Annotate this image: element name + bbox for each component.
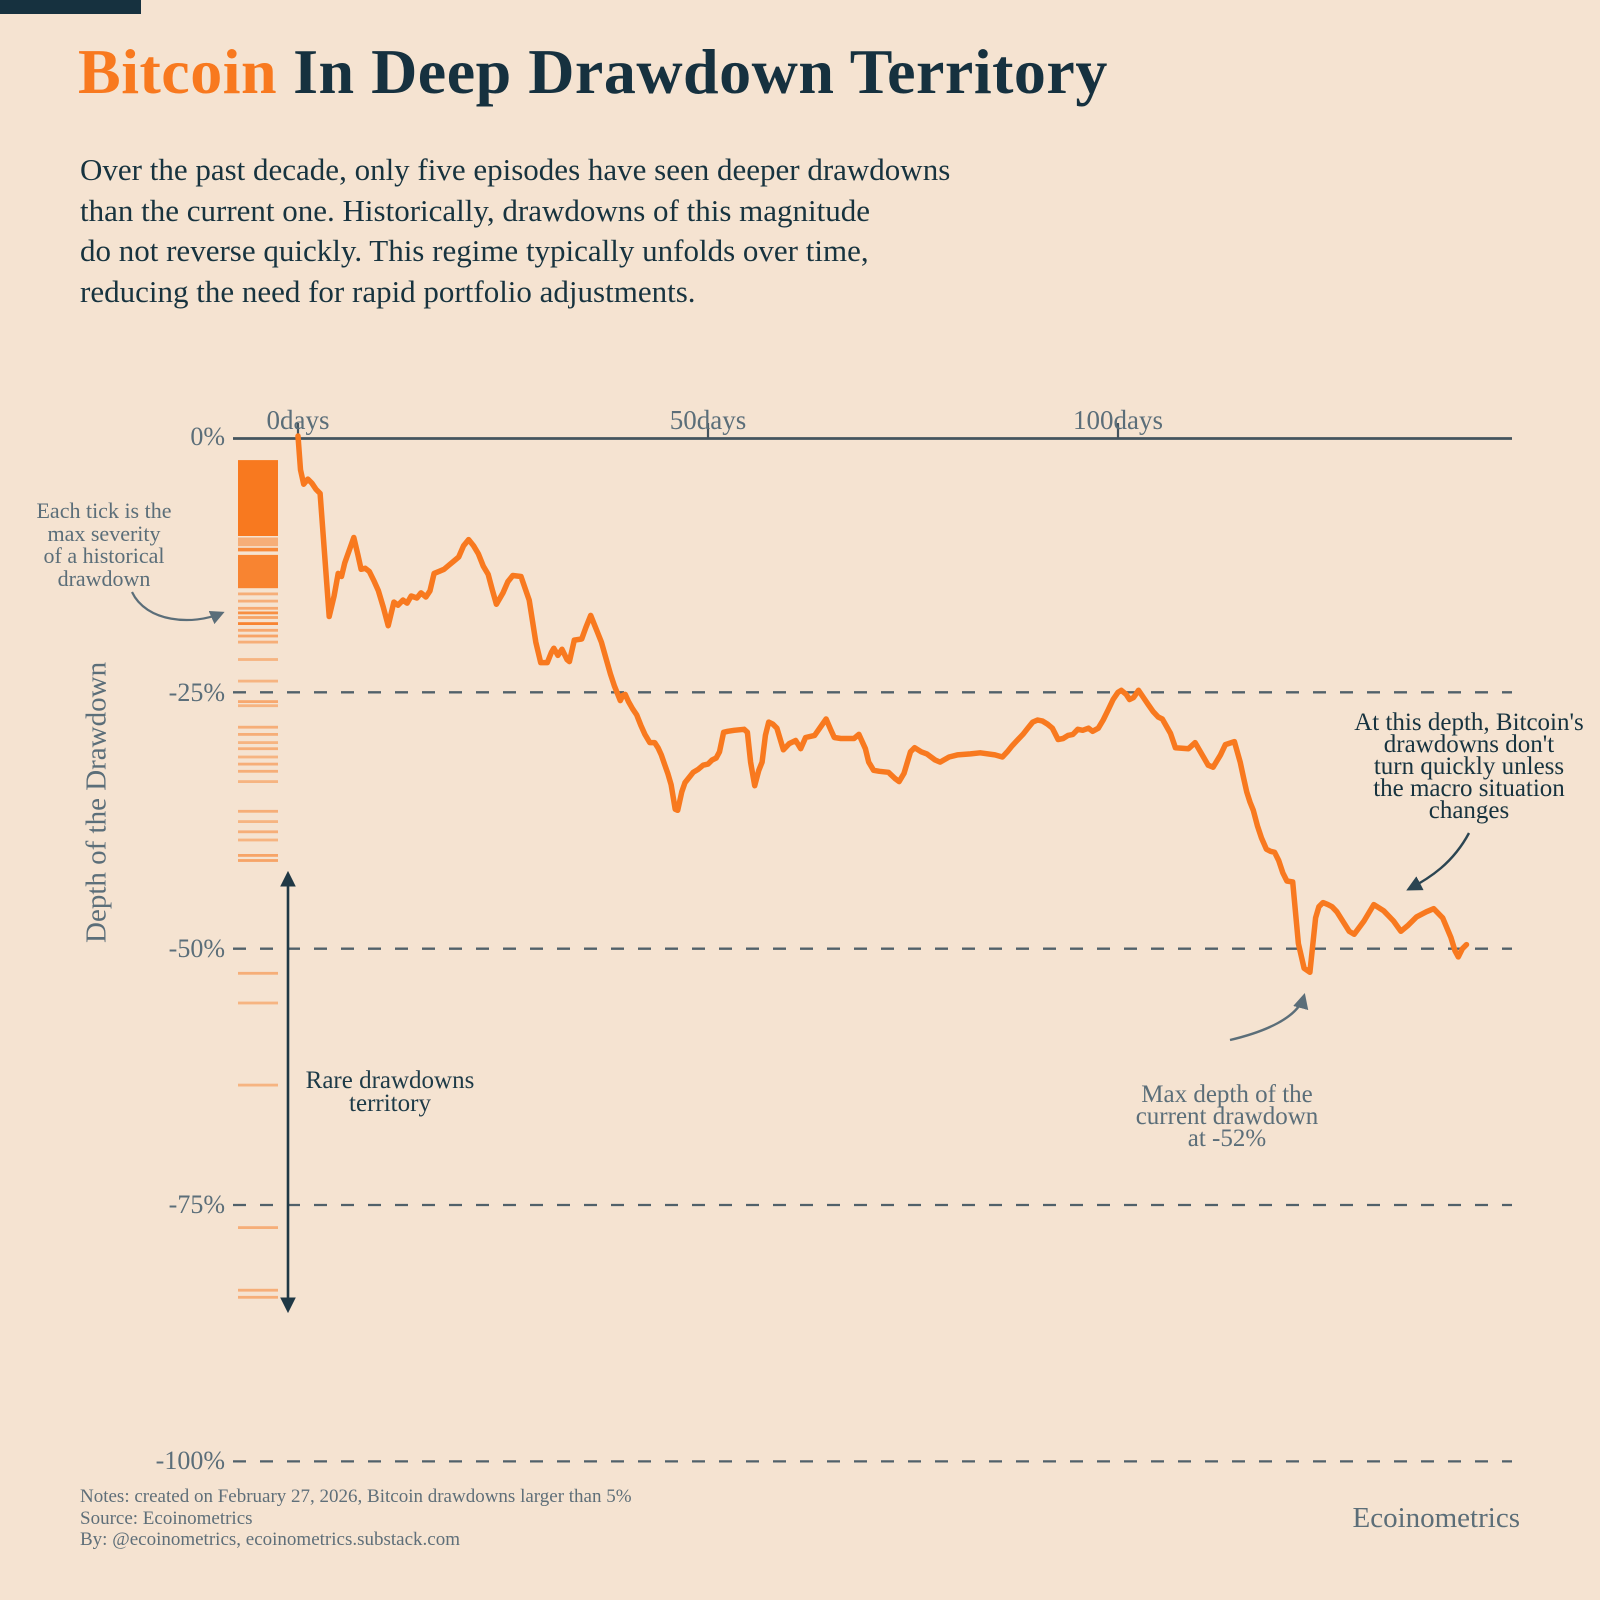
x-tick-label-100days: 100days [1073, 405, 1163, 435]
title-rest: In Deep Drawdown Territory [293, 36, 1108, 107]
y-tick-label-0: 0% [190, 422, 225, 451]
footnotes: Notes: created on February 27, 2026, Bit… [80, 1486, 632, 1551]
rug-tick [238, 755, 278, 759]
footnote-line: By: @ecoinometrics, ecoinometrics.substa… [80, 1529, 460, 1550]
rug-band [238, 537, 278, 547]
rug-band [238, 460, 278, 536]
corner-accent-block [0, 0, 141, 14]
rug-tick [238, 830, 278, 834]
rug-tick [238, 1083, 278, 1087]
subtitle: Over the past decade, only five episodes… [80, 150, 950, 312]
page-title: Bitcoin In Deep Drawdown Territory [78, 36, 1108, 108]
depth-annotation: At this depth, Bitcoin's drawdowns don't… [1354, 709, 1584, 824]
rug-tick [238, 780, 278, 783]
rug-tick [238, 679, 278, 683]
rug-tick [238, 747, 278, 751]
drawdown-line [295, 433, 1470, 976]
rug-band [238, 547, 278, 552]
rug-tick [238, 1295, 278, 1299]
rug-tick [238, 1001, 278, 1005]
chart-plot-layer [233, 423, 1512, 1463]
subtitle-line: Over the past decade, only five episodes… [80, 152, 951, 187]
y-tick-label-25: -25% [168, 678, 225, 707]
rug-tick [238, 622, 278, 625]
subtitle-line: than the current one. Historically, draw… [80, 192, 871, 228]
rug-tick [238, 820, 278, 823]
each-tick-annotation-arrow [131, 591, 225, 625]
depth-note-annotation-arrow [1406, 832, 1471, 891]
rug-tick [238, 700, 278, 703]
rug-tick [238, 611, 278, 615]
rug-tick [238, 741, 278, 744]
y-tick-label-50: -50% [168, 934, 225, 963]
max-depth-annotation-arrow [1229, 992, 1309, 1042]
title-highlight: Bitcoin [78, 36, 278, 107]
rug-tick [238, 599, 278, 603]
rug-tick [238, 762, 278, 766]
x-tick-label-0days: 0days [266, 405, 330, 435]
brand-signature: Ecoinometrics [1352, 1502, 1520, 1534]
rug-tick [238, 733, 278, 736]
rug-tick [238, 971, 278, 975]
rug-tick [238, 616, 278, 619]
rug-tick [238, 592, 278, 596]
each-tick-annotation: Each tick is the max severity of a histo… [36, 498, 172, 591]
rug-tick [238, 606, 278, 610]
y-tick-label-100: -100% [155, 1446, 225, 1475]
rug-tick [238, 809, 278, 813]
rug-tick [238, 854, 278, 857]
footnote-line: Notes: created on February 27, 2026, Bit… [80, 1486, 632, 1507]
rug-tick [238, 1288, 278, 1292]
rug-tick [238, 859, 278, 862]
subtitle-line: reducing the need for rapid portfolio ad… [80, 273, 696, 309]
rug-tick [238, 725, 278, 729]
max-depth-annotation: Max depth of the current drawdown at -52… [1135, 1081, 1319, 1152]
rug-tick [238, 1226, 278, 1229]
rug-tick [238, 704, 278, 708]
y-tick-label-75: -75% [168, 1190, 225, 1219]
rug-band [238, 554, 278, 589]
footnote-line: Source: Ecoinometrics [80, 1507, 253, 1529]
x-tick-label-50days: 50days [669, 405, 747, 435]
rare-territory-annotation: Rare drawdowns territory [305, 1067, 475, 1117]
rug-tick [238, 838, 278, 842]
rug-tick [238, 628, 278, 632]
rug-tick [238, 640, 278, 644]
rug-tick [238, 769, 278, 773]
rug-tick [238, 658, 278, 661]
rug-tick [238, 634, 278, 638]
subtitle-line: do not reverse quickly. This regime typi… [80, 233, 869, 268]
